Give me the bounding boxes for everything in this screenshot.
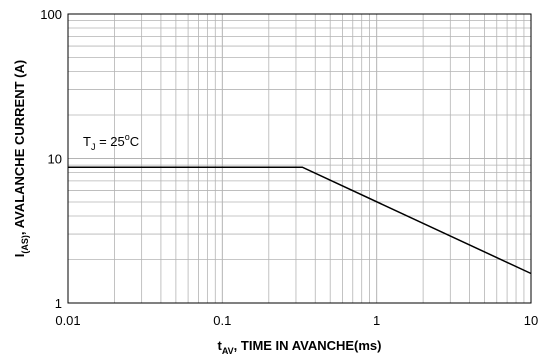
x-tick-labels: 0.01 0.1 1 10 (55, 313, 538, 328)
x-tick-label: 1 (373, 313, 380, 328)
annotation-tj: TJ = 25oC (83, 132, 139, 152)
y-tick-labels: 1 10 100 (40, 7, 62, 311)
grid (68, 14, 531, 303)
y-tick-label: 10 (48, 152, 62, 167)
y-tick-label: 1 (55, 296, 62, 311)
y-axis-title: I(AS), AVALANCHE CURRENT (A) (12, 60, 30, 257)
series-line (68, 166, 532, 275)
x-tick-label: 10 (524, 313, 538, 328)
x-axis-title: tAV, TIME IN AVANCHE(ms) (217, 338, 381, 356)
series-group (68, 166, 532, 275)
plot-frame (67, 13, 532, 304)
y-tick-label: 100 (40, 7, 62, 22)
x-tick-label: 0.01 (55, 313, 80, 328)
x-tick-label: 0.1 (213, 313, 231, 328)
